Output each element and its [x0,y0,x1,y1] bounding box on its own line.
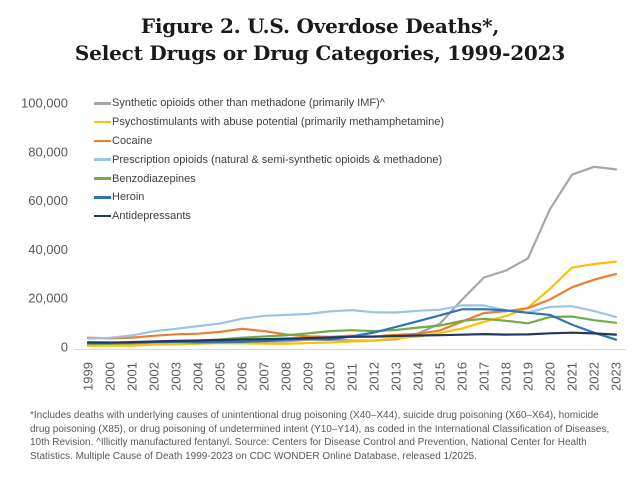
footnote-text: *Includes deaths with underlying causes … [30,410,610,462]
x-tick-label: 2020 [543,362,558,391]
legend-label: Prescription opioids (natural & semi-syn… [112,153,443,166]
chart-legend: Synthetic opioids other than methadone (… [94,94,444,226]
y-tick-label: 40,000 [28,242,68,257]
legend-line-swatch-icon [94,214,111,218]
x-tick-label: 2004 [191,362,206,391]
legend-item-psychostimulants: Psychostimulants with abuse potential (p… [94,113,444,132]
x-tick-label: 2015 [433,362,448,391]
x-tick-label: 2002 [147,362,162,391]
x-tick-label: 2007 [257,362,272,391]
legend-label: Antidepressants [112,210,191,223]
legend-line-swatch-icon [94,196,111,199]
x-tick-label: 2001 [125,362,140,391]
x-tick-label: 2014 [411,362,426,391]
legend-line-swatch-icon [94,177,111,180]
x-tick-label: 2018 [499,362,514,391]
x-tick-label: 2000 [103,362,118,391]
x-tick-label: 2013 [389,362,404,391]
x-tick-label: 2023 [609,362,624,391]
x-tick-label: 2017 [477,362,492,391]
x-tick-label: 2019 [521,362,536,391]
legend-item-synthetic-opioids: Synthetic opioids other than methadone (… [94,94,444,113]
legend-label: Heroin [112,191,145,204]
legend-line-swatch-icon [94,102,111,105]
legend-item-cocaine: Cocaine [94,132,444,151]
x-tick-label: 2003 [169,362,184,391]
legend-label: Psychostimulants with abuse potential (p… [112,116,444,129]
chart-title-line2: Select Drugs or Drug Categories, 1999-20… [74,41,566,65]
legend-label: Synthetic opioids other than methadone (… [112,97,385,110]
x-tick-label: 1999 [81,362,96,391]
y-tick-label: 60,000 [28,193,68,208]
x-tick-label: 2010 [323,362,338,391]
x-tick-label: 2005 [213,362,228,391]
y-tick-label: 20,000 [28,291,68,306]
legend-item-prescription-opioids: Prescription opioids (natural & semi-syn… [94,150,444,169]
series-line-antidepressants [86,331,618,344]
x-tick-label: 2008 [279,362,294,391]
x-tick-label: 2022 [587,362,602,391]
x-tick-label: 2009 [301,362,316,391]
legend-line-swatch-icon [94,120,111,124]
y-tick-label: 0 [61,340,68,355]
legend-item-benzodiazepines: Benzodiazepines [94,169,444,188]
legend-item-heroin: Heroin [94,188,444,207]
legend-label: Benzodiazepines [112,172,196,185]
chart-title-line1: Figure 2. U.S. Overdose Deaths*, [140,14,500,38]
x-tick-label: 2006 [235,362,250,391]
chart-title: Figure 2. U.S. Overdose Deaths*, Select … [0,13,640,67]
x-tick-label: 2021 [565,362,580,391]
legend-line-swatch-icon [94,158,111,162]
legend-line-swatch-icon [94,139,111,143]
x-tick-label: 2011 [345,363,360,391]
y-tick-label: 80,000 [28,144,68,159]
x-tick-label: 2016 [455,362,470,391]
y-tick-label: 100,000 [21,96,68,111]
legend-item-antidepressants: Antidepressants [94,207,444,226]
x-tick-label: 2012 [367,362,382,391]
legend-label: Cocaine [112,134,153,147]
